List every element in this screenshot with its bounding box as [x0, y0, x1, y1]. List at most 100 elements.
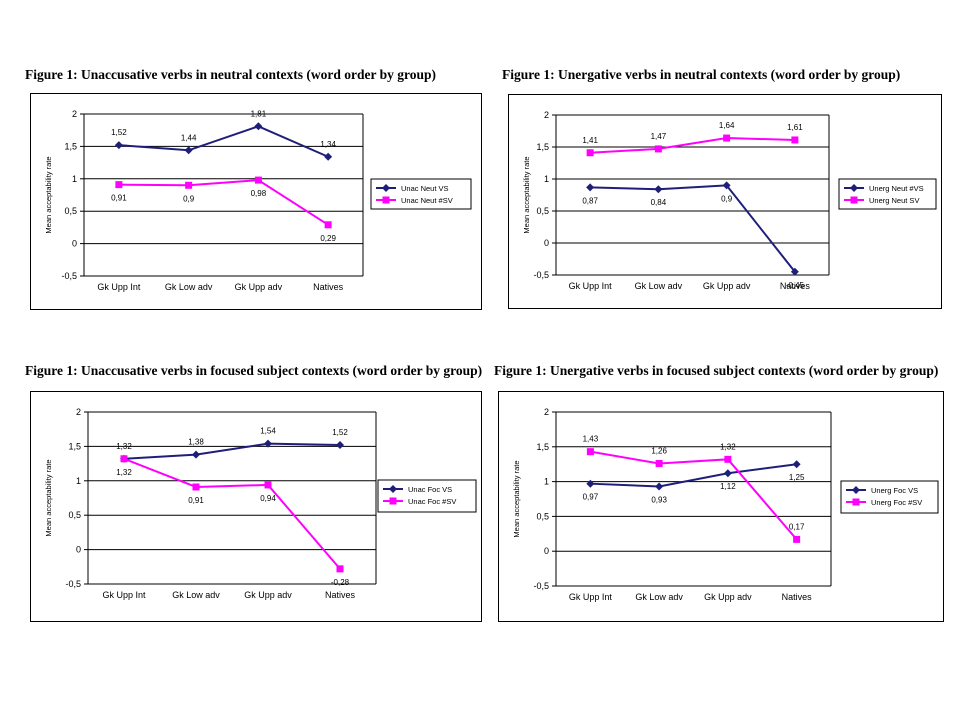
- data-point: [324, 152, 333, 161]
- data-label: 1,61: [787, 123, 803, 132]
- data-label: 1,26: [651, 447, 667, 456]
- chart-4-svg: 2 1,5 1 0,5 0 -0,5 Gk Upp Int Gk Low adv Gk Upp …: [512, 407, 939, 602]
- data-point: [654, 185, 663, 194]
- legend-label: Unerg Foc #SV: [871, 498, 922, 507]
- chart-1-title: Figure 1: Unaccusative verbs in neutral …: [25, 67, 436, 82]
- y-tick-label: 0,5: [64, 206, 77, 216]
- data-label: 0,98: [251, 189, 267, 198]
- data-label: 1,41: [582, 136, 598, 145]
- data-label: 1,32: [116, 442, 132, 451]
- legend-label: Unerg Neut #VS: [869, 184, 924, 193]
- data-point: [792, 460, 801, 469]
- legend-box: [838, 178, 937, 210]
- data-label: 1,54: [260, 427, 276, 436]
- data-label: 1,38: [188, 438, 204, 447]
- series-line: [118, 179, 329, 226]
- data-label: 1,32: [116, 468, 132, 477]
- y-tick-label: 0: [76, 545, 81, 555]
- y-tick-label: 2: [72, 109, 77, 119]
- data-point: [254, 176, 262, 184]
- legend-box: [377, 479, 477, 513]
- legend-marker: [852, 498, 860, 506]
- data-label: 0,9: [721, 194, 733, 203]
- data-point: [724, 455, 732, 463]
- x-tick-label: Gk Upp Int: [569, 281, 613, 291]
- data-label: 1,64: [719, 121, 735, 130]
- data-label: 0,9: [183, 194, 195, 203]
- series-line: [590, 450, 798, 541]
- chart-3-title: Figure 1: Unaccusative verbs in focused …: [25, 363, 483, 378]
- chart-1-panel: 2 1,5 1 0,5 0 -0,5 Gk Upp Int Gk Low adv Gk Upp …: [30, 93, 482, 310]
- data-point: [723, 134, 731, 142]
- x-tick-label: Natives: [782, 592, 813, 602]
- series-line: [123, 442, 341, 460]
- y-tick-label: 1,5: [536, 142, 549, 152]
- y-tick-label: 2: [544, 407, 549, 417]
- data-label: 1,43: [583, 435, 599, 444]
- chart-3-svg: 2 1,5 1 0,5 0 -0,5 Gk Upp Int Gk Low adv Gk Upp …: [44, 407, 477, 600]
- data-point: [655, 482, 664, 491]
- data-label: 0,29: [320, 234, 336, 243]
- x-tick-label: Gk Upp adv: [235, 282, 283, 292]
- y-tick-label: 0: [72, 239, 77, 249]
- x-tick-label: Gk Upp adv: [703, 281, 751, 291]
- y-tick-label: -0,5: [533, 581, 549, 591]
- data-point: [192, 450, 200, 459]
- data-point: [264, 481, 272, 489]
- data-point: [654, 145, 662, 153]
- x-tick-label: Natives: [325, 590, 356, 600]
- legend-label: Unac Foc VS: [408, 485, 452, 494]
- legend-marker: [382, 196, 390, 204]
- data-label: 0,91: [111, 194, 127, 203]
- series-line: [590, 463, 797, 488]
- legend-label: Unac Foc #SV: [408, 497, 456, 506]
- y-axis-title: Mean acceptability rate: [512, 460, 521, 537]
- y-tick-label: -0,5: [61, 271, 77, 281]
- x-tick-label: Gk Low adv: [635, 281, 683, 291]
- legend-marker: [850, 184, 858, 192]
- data-point: [586, 448, 594, 456]
- chart-2-panel: 2 1,5 1 0,5 0 -0,5 Gk Upp Int Gk Low adv Gk Upp …: [508, 94, 942, 309]
- y-tick-label: -0,5: [65, 579, 81, 589]
- x-tick-label: Natives: [313, 282, 344, 292]
- legend-marker: [852, 486, 860, 494]
- x-tick-label: Gk Upp adv: [704, 592, 752, 602]
- legend-label: Unerg Foc VS: [871, 486, 918, 495]
- y-tick-label: 0: [544, 546, 549, 556]
- data-point: [114, 141, 123, 150]
- data-point: [793, 535, 801, 543]
- data-label: 1,81: [251, 109, 267, 118]
- x-tick-label: Gk Low adv: [635, 592, 683, 602]
- data-point: [336, 441, 344, 450]
- y-tick-label: 1: [544, 477, 549, 487]
- data-label: 0,17: [789, 522, 805, 531]
- data-point: [586, 183, 595, 192]
- chart-1-svg: 2 1,5 1 0,5 0 -0,5 Gk Upp Int Gk Low adv Gk Upp …: [44, 109, 472, 292]
- data-point: [655, 460, 663, 468]
- y-tick-label: 1,5: [68, 441, 81, 451]
- legend-label: Unac Neut #SV: [401, 196, 453, 205]
- series-line: [590, 184, 796, 273]
- legend-marker: [382, 184, 390, 192]
- x-tick-label: Gk Low adv: [172, 590, 220, 600]
- y-tick-label: 1: [72, 174, 77, 184]
- x-tick-label: Gk Upp adv: [244, 590, 292, 600]
- x-tick-label: Gk Upp Int: [569, 592, 613, 602]
- data-point: [336, 565, 344, 573]
- data-label: 1,47: [651, 132, 667, 141]
- data-point: [192, 483, 200, 491]
- y-tick-label: 1,5: [536, 442, 549, 452]
- data-point: [115, 181, 123, 189]
- data-point: [184, 146, 193, 155]
- legend-marker: [850, 196, 858, 204]
- data-label: 1,34: [320, 140, 336, 149]
- y-axis-title: Mean acceptability rate: [522, 156, 531, 233]
- chart-4-title: Figure 1: Unergative verbs in focused su…: [494, 363, 939, 378]
- x-tick-label: Gk Upp Int: [97, 282, 141, 292]
- y-tick-label: 2: [544, 110, 549, 120]
- y-tick-label: -0,5: [533, 270, 549, 280]
- data-point: [586, 149, 594, 157]
- data-label: -0,45: [786, 281, 805, 290]
- x-tick-label: Gk Upp Int: [102, 590, 146, 600]
- data-point: [264, 439, 272, 448]
